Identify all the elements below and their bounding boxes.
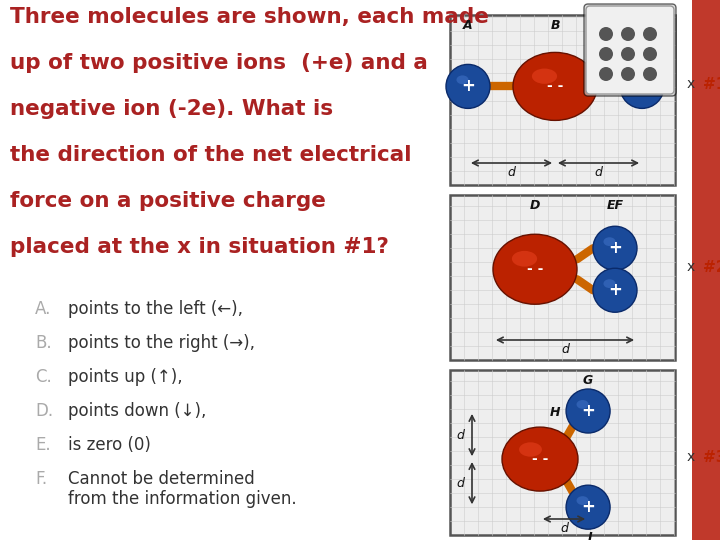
Ellipse shape — [631, 76, 642, 84]
Text: d: d — [560, 522, 568, 535]
Text: C.: C. — [35, 368, 52, 386]
Text: D: D — [530, 199, 540, 212]
Text: #3: #3 — [703, 450, 720, 464]
Text: d: d — [456, 429, 464, 442]
Ellipse shape — [603, 237, 616, 246]
Text: +: + — [635, 77, 649, 96]
Text: +: + — [608, 239, 622, 257]
Circle shape — [643, 47, 657, 61]
Text: points to the left (←),: points to the left (←), — [68, 300, 243, 318]
FancyBboxPatch shape — [586, 6, 674, 94]
Text: #1: #1 — [703, 77, 720, 92]
Ellipse shape — [532, 69, 557, 84]
Bar — [450, 15, 675, 185]
Text: H: H — [550, 406, 560, 419]
Ellipse shape — [593, 226, 637, 270]
Text: #2: #2 — [703, 260, 720, 275]
Text: d: d — [561, 343, 569, 356]
Text: force on a positive charge: force on a positive charge — [10, 191, 326, 211]
Text: F.: F. — [35, 470, 47, 488]
Text: points up (↑),: points up (↑), — [68, 368, 183, 386]
Text: points to the right (→),: points to the right (→), — [68, 334, 255, 352]
Text: E.: E. — [35, 436, 50, 454]
Text: +: + — [608, 281, 622, 299]
Text: A: A — [463, 19, 473, 32]
Text: x: x — [687, 77, 696, 91]
Text: B: B — [550, 19, 559, 32]
Text: +: + — [581, 498, 595, 516]
Ellipse shape — [577, 496, 589, 505]
Circle shape — [621, 67, 635, 81]
Text: C: C — [637, 19, 647, 32]
Text: the direction of the net electrical: the direction of the net electrical — [10, 145, 412, 165]
Circle shape — [621, 27, 635, 41]
Text: EF: EF — [606, 199, 624, 212]
Text: up of two positive ions  (+e) and a: up of two positive ions (+e) and a — [10, 53, 428, 73]
Bar — [450, 195, 675, 360]
Text: - -: - - — [532, 452, 548, 466]
Text: - -: - - — [546, 79, 563, 93]
Text: placed at the x in situation #1?: placed at the x in situation #1? — [10, 237, 389, 257]
Text: D.: D. — [35, 402, 53, 420]
Circle shape — [643, 27, 657, 41]
Text: is zero (0): is zero (0) — [68, 436, 151, 454]
Ellipse shape — [446, 64, 490, 109]
Text: Cannot be determined: Cannot be determined — [68, 470, 255, 488]
Circle shape — [599, 27, 613, 41]
Ellipse shape — [620, 64, 664, 109]
Text: negative ion (-2e). What is: negative ion (-2e). What is — [10, 99, 333, 119]
Text: B.: B. — [35, 334, 52, 352]
Text: +: + — [581, 402, 595, 420]
Circle shape — [621, 47, 635, 61]
Bar — [692, 0, 720, 540]
Circle shape — [599, 47, 613, 61]
Ellipse shape — [456, 76, 469, 84]
Ellipse shape — [566, 485, 610, 529]
Text: +: + — [461, 77, 475, 96]
Ellipse shape — [603, 279, 616, 288]
Ellipse shape — [519, 442, 542, 457]
Text: I: I — [588, 531, 593, 540]
Ellipse shape — [593, 268, 637, 312]
Ellipse shape — [502, 427, 578, 491]
Text: d: d — [595, 166, 603, 179]
Text: Three molecules are shown, each made: Three molecules are shown, each made — [10, 7, 489, 27]
Text: A.: A. — [35, 300, 51, 318]
Text: x: x — [687, 450, 696, 464]
Text: - -: - - — [527, 262, 543, 276]
Text: d: d — [508, 166, 516, 179]
Text: points down (↓),: points down (↓), — [68, 402, 207, 420]
Circle shape — [599, 67, 613, 81]
Ellipse shape — [566, 389, 610, 433]
Text: from the information given.: from the information given. — [68, 490, 297, 508]
Text: d: d — [456, 477, 464, 490]
Text: x: x — [687, 260, 696, 274]
Circle shape — [643, 67, 657, 81]
Ellipse shape — [513, 52, 597, 120]
Ellipse shape — [512, 251, 537, 267]
Text: G: G — [583, 374, 593, 387]
Ellipse shape — [493, 234, 577, 304]
Ellipse shape — [577, 400, 589, 409]
FancyBboxPatch shape — [584, 4, 676, 96]
Bar — [450, 370, 675, 535]
